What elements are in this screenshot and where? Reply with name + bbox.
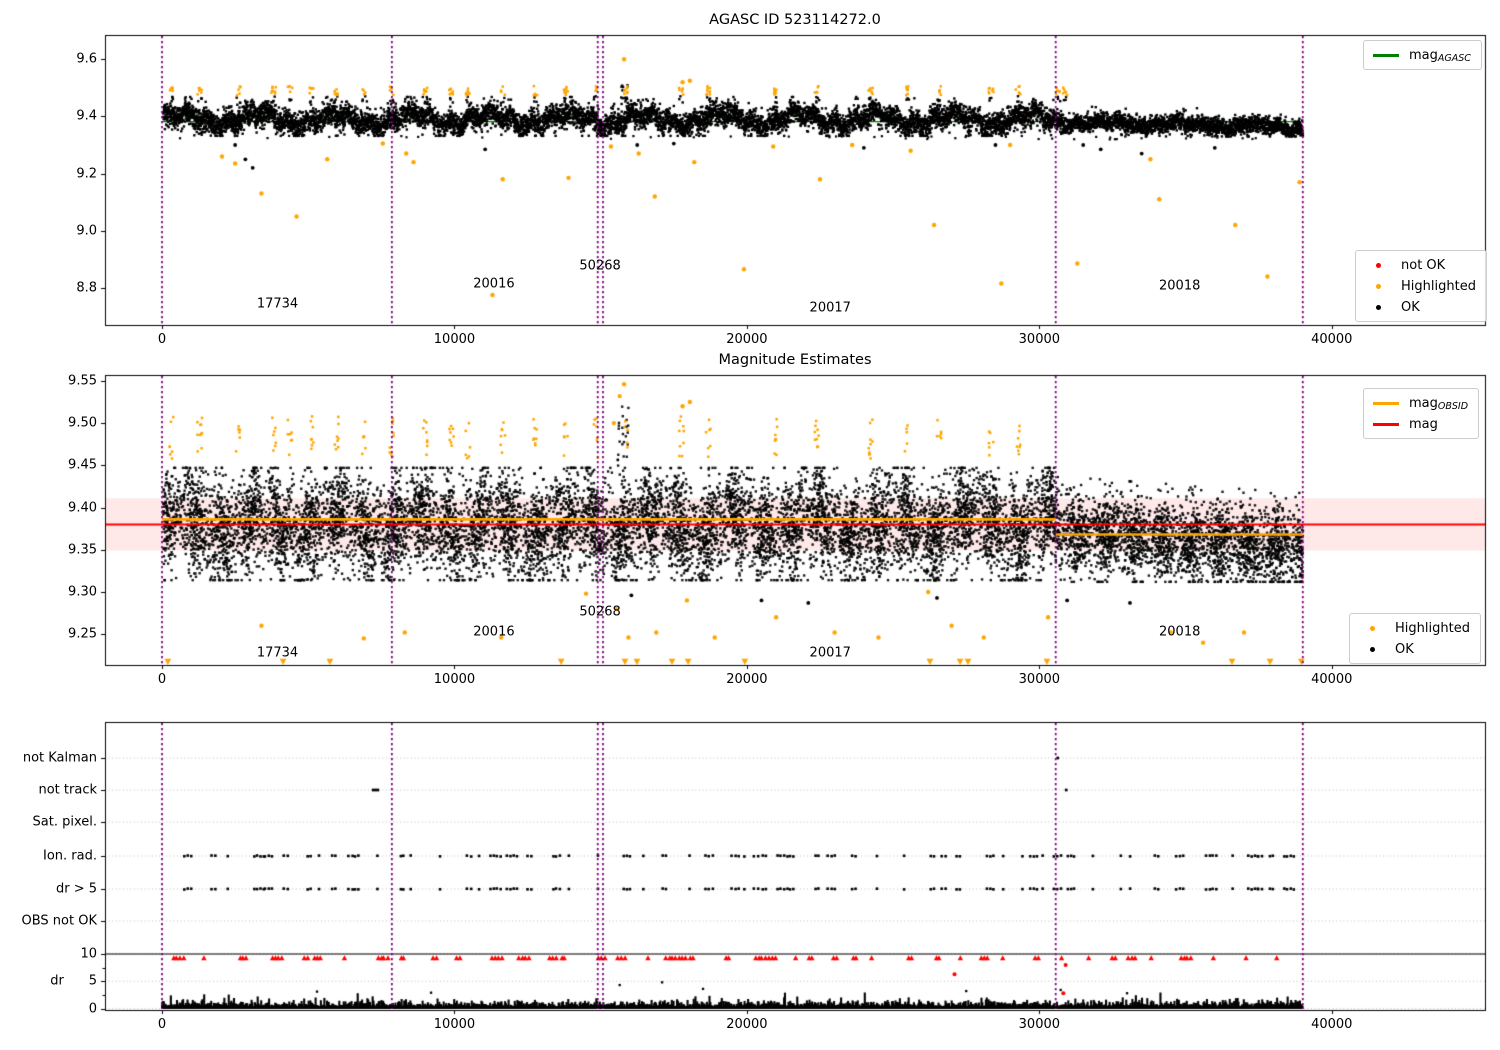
y-tick-label: 9.30 [68, 584, 97, 600]
legend-dot-swatch-icon [1364, 304, 1392, 310]
legend-mag-agasc: mag AGASC [1363, 40, 1482, 70]
legend-point-types: not OK Highlighted OK [1355, 250, 1487, 322]
legend-item: OK [1358, 640, 1470, 658]
flag-row-label: Sat. pixel. [32, 814, 97, 830]
flag-row-label: OBS not OK [21, 913, 98, 929]
legend-item: Highlighted [1358, 619, 1470, 637]
legend-label: OK [1395, 641, 1414, 657]
x-tick-label: 0 [157, 332, 167, 347]
plot1-title: AGASC ID 523114272.0 [709, 12, 881, 28]
legend-dot-swatch-icon [1358, 646, 1386, 652]
obsid-label: 20016 [473, 276, 515, 292]
legend-line-swatch-icon [1372, 422, 1400, 426]
legend-label: Highlighted [1395, 620, 1470, 636]
legend-label: mag [1409, 416, 1438, 432]
legend-item: Highlighted [1364, 277, 1476, 295]
x-tick-label: 30000 [1018, 1017, 1061, 1032]
legend-line-swatch-icon [1372, 401, 1400, 405]
obsid-label: 50268 [579, 258, 621, 274]
obsid-label: 17734 [256, 296, 299, 312]
y-tick-label: 9.50 [68, 415, 97, 431]
y-tick-label: 9.4 [76, 108, 97, 124]
legend-dot-swatch-icon [1358, 625, 1386, 631]
flag-row-label: not track [38, 782, 97, 798]
legend-item: mag AGASC [1372, 46, 1471, 64]
obsid-label: 17734 [256, 645, 299, 661]
legend-label-subscript: OBSID [1437, 400, 1469, 412]
x-tick-label: 40000 [1311, 1017, 1353, 1032]
legend-item: mag OBSID [1372, 394, 1468, 412]
y-tick-label: 9.6 [76, 51, 97, 67]
x-tick-label: 20000 [726, 1017, 768, 1032]
x-tick-label: 30000 [1018, 332, 1061, 347]
legend-item: OK [1364, 298, 1476, 316]
legend-label: mag [1409, 47, 1438, 63]
x-tick-label: 10000 [433, 1017, 476, 1032]
flag-row-label: Ion. rad. [43, 848, 97, 864]
legend-point-types: Highlighted OK [1349, 613, 1481, 664]
y-tick-label: 9.0 [76, 223, 97, 239]
x-tick-label: 20000 [726, 672, 768, 687]
x-tick-label: 30000 [1018, 672, 1061, 687]
legend-line-swatch-icon [1372, 53, 1400, 57]
obsid-label: 20018 [1159, 624, 1201, 640]
obsid-label: 20018 [1159, 278, 1201, 294]
y-tick-label: 9.25 [68, 626, 97, 642]
legend-item: not OK [1364, 256, 1476, 274]
x-tick-label: 10000 [433, 672, 476, 687]
y-tick-label: 9.55 [68, 373, 97, 389]
obsid-label: 50268 [579, 604, 621, 620]
legend-label: not OK [1401, 257, 1446, 273]
legend-dot-swatch-icon [1364, 283, 1392, 289]
y-tick-label: 9.45 [68, 457, 97, 473]
dr-tick-label: 5 [88, 973, 97, 989]
x-tick-label: 20000 [726, 332, 768, 347]
x-tick-label: 40000 [1311, 672, 1353, 687]
y-tick-label: 9.2 [76, 166, 97, 182]
legend-label: mag [1409, 395, 1438, 411]
x-tick-label: 0 [157, 1017, 167, 1032]
legend-label: OK [1401, 299, 1420, 315]
dr-tick-label: 10 [80, 946, 97, 962]
flag-row-label: dr > 5 [55, 881, 97, 897]
obsid-label: 20016 [473, 624, 515, 640]
x-tick-label: 40000 [1311, 332, 1353, 347]
flag-row-label: not Kalman [22, 750, 97, 766]
dr-tick-label: 0 [88, 1001, 97, 1016]
legend-label-subscript: AGASC [1437, 52, 1471, 64]
legend-dot-swatch-icon [1364, 262, 1392, 268]
y-tick-label: 9.35 [68, 542, 97, 558]
obsid-label: 20017 [809, 300, 851, 316]
y-tick-label: 9.40 [68, 500, 97, 516]
x-tick-label: 0 [157, 672, 167, 687]
legend-item: mag [1372, 415, 1468, 433]
y-tick-label: 8.8 [76, 280, 97, 296]
dr-axis-label: dr [50, 973, 64, 989]
obsid-label: 20017 [809, 645, 851, 661]
x-tick-label: 10000 [433, 332, 476, 347]
legend-label: Highlighted [1401, 278, 1476, 294]
plot2-title: Magnitude Estimates [718, 352, 872, 368]
legend-mag-lines: mag OBSID mag [1363, 388, 1480, 439]
